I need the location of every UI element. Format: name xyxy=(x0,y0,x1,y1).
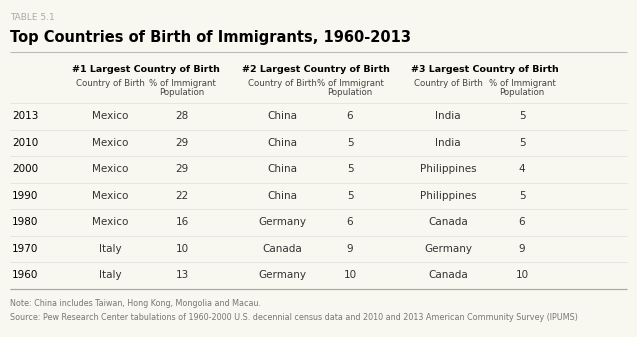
Text: Country of Birth: Country of Birth xyxy=(413,79,482,88)
Text: #3 Largest Country of Birth: #3 Largest Country of Birth xyxy=(411,65,559,74)
Text: 5: 5 xyxy=(519,138,526,148)
Text: 22: 22 xyxy=(175,191,189,201)
Text: % of Immigrant: % of Immigrant xyxy=(148,79,215,88)
Text: Population: Population xyxy=(499,88,545,97)
Text: 28: 28 xyxy=(175,111,189,121)
Text: #2 Largest Country of Birth: #2 Largest Country of Birth xyxy=(242,65,390,74)
Text: China: China xyxy=(267,164,297,174)
Text: Italy: Italy xyxy=(99,270,121,280)
Text: Country of Birth: Country of Birth xyxy=(248,79,317,88)
Text: 5: 5 xyxy=(347,191,354,201)
Text: India: India xyxy=(435,138,461,148)
Text: 9: 9 xyxy=(347,244,354,254)
Text: 5: 5 xyxy=(519,191,526,201)
Text: 16: 16 xyxy=(175,217,189,227)
Text: Mexico: Mexico xyxy=(92,217,128,227)
Text: Country of Birth: Country of Birth xyxy=(76,79,145,88)
Text: Source: Pew Research Center tabulations of 1960-2000 U.S. decennial census data : Source: Pew Research Center tabulations … xyxy=(10,313,578,323)
Text: 2010: 2010 xyxy=(12,138,38,148)
Text: Germany: Germany xyxy=(258,270,306,280)
Text: Mexico: Mexico xyxy=(92,164,128,174)
Text: China: China xyxy=(267,111,297,121)
Text: 1960: 1960 xyxy=(12,270,38,280)
Text: % of Immigrant: % of Immigrant xyxy=(317,79,383,88)
Text: Mexico: Mexico xyxy=(92,138,128,148)
Text: % of Immigrant: % of Immigrant xyxy=(489,79,555,88)
Text: Philippines: Philippines xyxy=(420,191,476,201)
Text: 5: 5 xyxy=(347,164,354,174)
Text: Mexico: Mexico xyxy=(92,111,128,121)
Text: 10: 10 xyxy=(175,244,189,254)
Text: 1990: 1990 xyxy=(12,191,38,201)
Text: TABLE 5.1: TABLE 5.1 xyxy=(10,13,55,22)
Text: 6: 6 xyxy=(519,217,526,227)
Text: 5: 5 xyxy=(519,111,526,121)
Text: 4: 4 xyxy=(519,164,526,174)
Text: Canada: Canada xyxy=(262,244,302,254)
Text: 10: 10 xyxy=(343,270,357,280)
Text: 10: 10 xyxy=(515,270,529,280)
Text: China: China xyxy=(267,191,297,201)
Text: #1 Largest Country of Birth: #1 Largest Country of Birth xyxy=(72,65,220,74)
Text: 29: 29 xyxy=(175,164,189,174)
Text: 2013: 2013 xyxy=(12,111,38,121)
Text: India: India xyxy=(435,111,461,121)
Text: 2000: 2000 xyxy=(12,164,38,174)
Text: Canada: Canada xyxy=(428,217,468,227)
Text: Philippines: Philippines xyxy=(420,164,476,174)
Text: 1980: 1980 xyxy=(12,217,38,227)
Text: Population: Population xyxy=(159,88,204,97)
Text: Germany: Germany xyxy=(424,244,472,254)
Text: China: China xyxy=(267,138,297,148)
Text: 29: 29 xyxy=(175,138,189,148)
Text: 9: 9 xyxy=(519,244,526,254)
Text: 6: 6 xyxy=(347,111,354,121)
Text: 5: 5 xyxy=(347,138,354,148)
Text: Italy: Italy xyxy=(99,244,121,254)
Text: 13: 13 xyxy=(175,270,189,280)
Text: Note: China includes Taiwan, Hong Kong, Mongolia and Macau.: Note: China includes Taiwan, Hong Kong, … xyxy=(10,299,261,307)
Text: Population: Population xyxy=(327,88,373,97)
Text: Germany: Germany xyxy=(258,217,306,227)
Text: Canada: Canada xyxy=(428,270,468,280)
Text: Mexico: Mexico xyxy=(92,191,128,201)
Text: 6: 6 xyxy=(347,217,354,227)
Text: 1970: 1970 xyxy=(12,244,38,254)
Text: Top Countries of Birth of Immigrants, 1960-2013: Top Countries of Birth of Immigrants, 19… xyxy=(10,30,411,45)
